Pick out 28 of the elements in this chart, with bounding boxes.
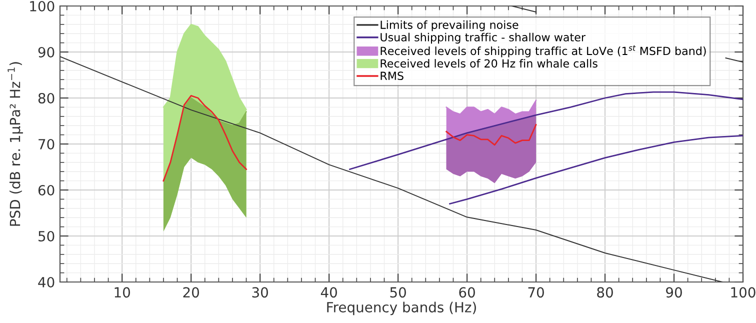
- y-axis-title: PSD (dB re. 1μPa² Hz$^{−1}$): [8, 62, 23, 226]
- line-series: [446, 124, 537, 146]
- y-tick-label: 90: [38, 46, 54, 58]
- x-tick-label: 100: [731, 287, 756, 298]
- legend-label: Usual shipping traffic - shallow water: [380, 32, 586, 44]
- y-tick-label: 80: [38, 92, 54, 104]
- line-series: [449, 135, 743, 204]
- legend-label: Received levels of shipping traffic at LoVe (1$^{st}$ MSFD band): [380, 45, 706, 58]
- y-tick-label: 40: [38, 276, 54, 288]
- x-tick-label: 50: [390, 287, 406, 298]
- y-tick-label: 100: [30, 0, 54, 12]
- legend-label: Received levels of 20 Hz fin whale calls: [380, 59, 598, 68]
- x-tick-label: 20: [183, 287, 199, 298]
- legend-label: Limits of prevailing noise: [380, 20, 518, 32]
- y-tick-label: 50: [38, 230, 54, 242]
- x-tick-label: 30: [252, 287, 268, 298]
- x-axis-title: Frequency bands (Hz): [327, 302, 476, 316]
- x-tick-label: 10: [114, 287, 130, 298]
- x-tick-label: 70: [528, 287, 544, 298]
- x-tick-label: 90: [666, 287, 682, 298]
- y-tick-label: 70: [38, 138, 54, 150]
- line-series: [349, 91, 743, 170]
- x-tick-label: 60: [459, 287, 475, 298]
- line-series: [60, 56, 723, 282]
- x-tick-label: 80: [597, 287, 613, 298]
- x-tick-label: 40: [320, 287, 337, 298]
- legend-label: RMS: [380, 72, 404, 80]
- y-tick-label: 60: [38, 184, 54, 196]
